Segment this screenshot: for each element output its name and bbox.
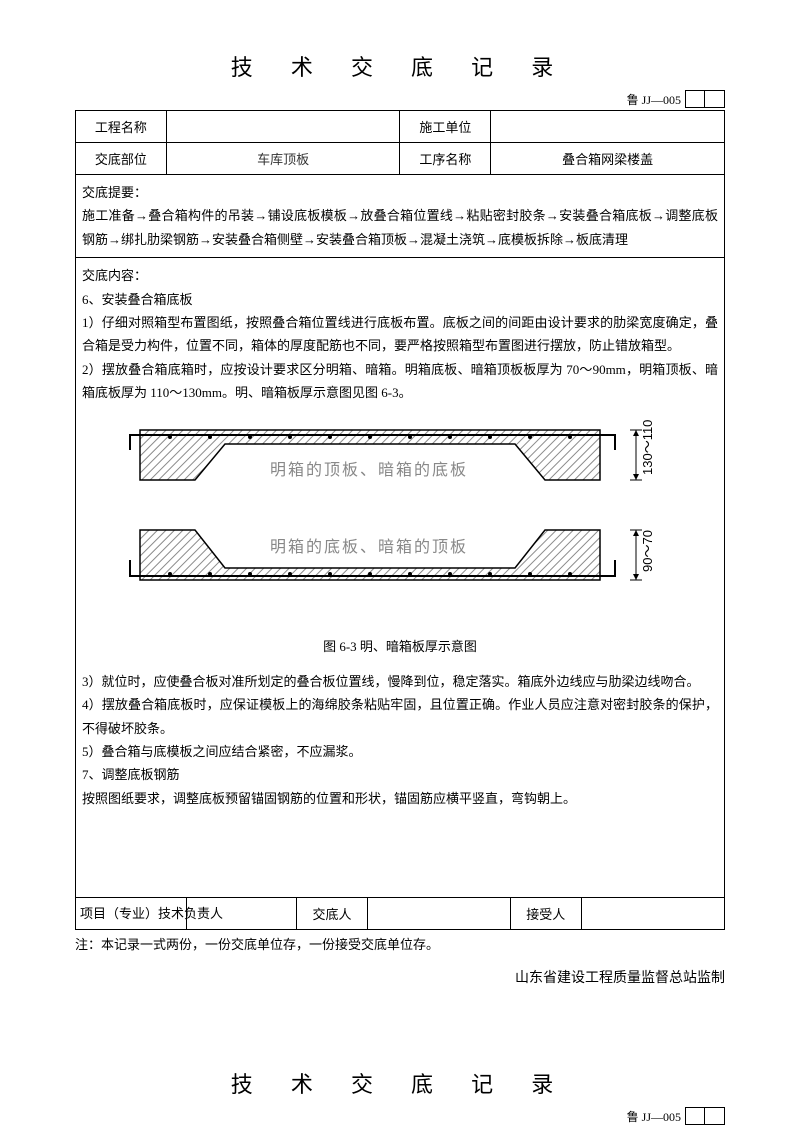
part-label: 交底部位: [76, 143, 167, 175]
resp-label: 项目（专业）技术负责人: [76, 898, 186, 929]
content-p4: 4）摆放叠合箱底板时，应保证模板上的海绵胶条粘贴牢固，且位置正确。作业人员应注意…: [82, 693, 718, 740]
summary-section: 交底提要： 施工准备→叠合箱构件的吊装→铺设底板模板→放叠合箱位置线→粘贴密封胶…: [76, 175, 725, 258]
footnote: 注：本记录一式两份，一份交底单位存，一份接受交底单位存。: [75, 934, 725, 953]
code-boxes-2: [685, 1107, 725, 1125]
content-p7: 按照图纸要求，调整底板预留锚固钢筋的位置和形状，锚固筋应横平竖直，弯钩朝上。: [82, 787, 718, 810]
unit-val: [491, 111, 725, 143]
supervise-text: 山东省建设工程质量监督总站监制: [75, 967, 725, 987]
content-h7: 7、调整底板钢筋: [82, 763, 718, 786]
doc-code-row-2: 鲁 JJ—005: [75, 1107, 725, 1125]
content-p5: 5）叠合箱与底模板之间应结合紧密，不应漏浆。: [82, 740, 718, 763]
project-val: [166, 111, 400, 143]
proc-val: 叠合箱网梁楼盖: [491, 143, 725, 175]
content-section: 交底内容： 6、安装叠合箱底板 1）仔细对照箱型布置图纸，按照叠合箱位置线进行底…: [76, 258, 725, 898]
diagram-caption: 图 6-3 明、暗箱板厚示意图: [82, 635, 718, 658]
receiver-label: 接受人: [510, 898, 581, 929]
summary-label: 交底提要：: [82, 185, 147, 200]
content-p2: 2）摆放叠合箱底箱时，应按设计要求区分明箱、暗箱。明箱底板、暗箱顶板板厚为 70…: [82, 358, 718, 405]
main-frame: 工程名称 施工单位 交底部位 车库顶板 工序名称 叠合箱网梁楼盖 交底提要： 施…: [75, 110, 725, 930]
doc-code: 鲁 JJ—005: [627, 91, 681, 108]
sender-label: 交底人: [296, 898, 367, 929]
proc-label: 工序名称: [400, 143, 491, 175]
diagram-label-top: 明箱的顶板、暗箱的底板: [270, 461, 468, 479]
unit-label: 施工单位: [400, 111, 491, 143]
code-boxes: [685, 90, 725, 108]
receiver-val: [581, 898, 724, 929]
diagram-label-bot: 明箱的底板、暗箱的顶板: [270, 538, 468, 556]
content-p3: 3）就位时，应使叠合板对准所划定的叠合板位置线，慢降到位，稳定落实。箱底外边线应…: [82, 670, 718, 693]
dim-top: 130～110: [640, 419, 655, 474]
project-label: 工程名称: [76, 111, 167, 143]
diagram: 130～110 明箱的顶板、暗箱的底板: [82, 415, 718, 658]
content-h6: 6、安装叠合箱底板: [82, 288, 718, 311]
doc-code-row: 鲁 JJ—005: [75, 90, 725, 108]
sender-val: [368, 898, 511, 929]
content-p1: 1）仔细对照箱型布置图纸，按照叠合箱位置线进行底板布置。底板之间的间距由设计要求…: [82, 311, 718, 358]
content-label: 交底内容：: [82, 264, 718, 287]
doc-title-2: 技 术 交 底 记 录: [75, 1067, 725, 1099]
doc-title: 技 术 交 底 记 录: [75, 50, 725, 82]
summary-text: 施工准备→叠合箱构件的吊装→铺设底板模板→放叠合箱位置线→粘贴密封胶条→安装叠合…: [82, 208, 718, 246]
doc-code-2: 鲁 JJ—005: [627, 1108, 681, 1125]
dim-bot: 90～70: [640, 530, 655, 572]
part-val: 车库顶板: [166, 143, 400, 175]
